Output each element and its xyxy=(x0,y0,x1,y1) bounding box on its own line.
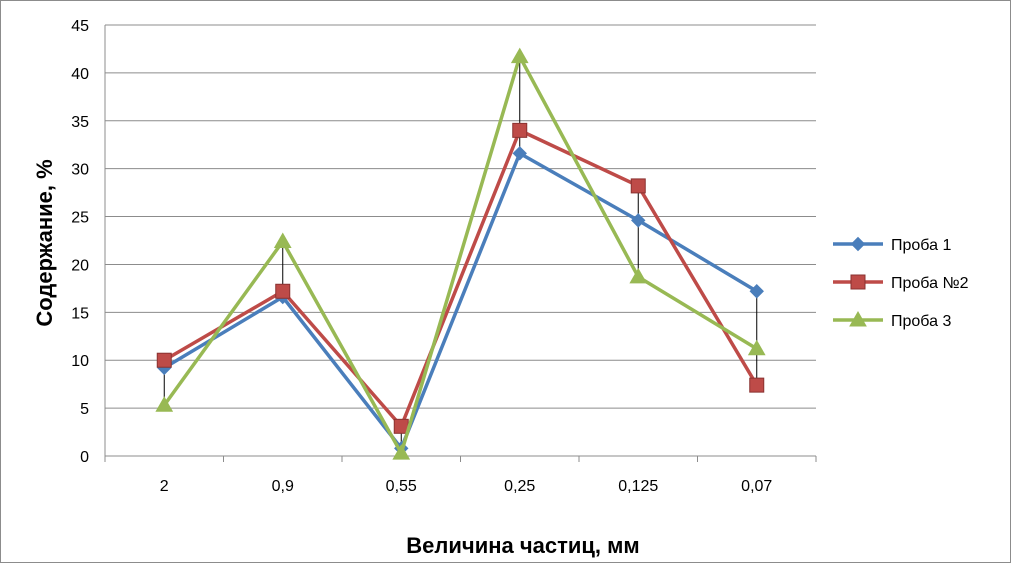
legend-entry: Проба №2 xyxy=(833,274,969,292)
y-axis-title: Содержание, % xyxy=(32,159,57,326)
y-tick-label: 35 xyxy=(71,114,89,131)
legend-marker xyxy=(850,236,866,252)
y-tick-label: 45 xyxy=(71,18,89,35)
legend-entry: Проба 3 xyxy=(833,310,951,330)
y-tick-label: 40 xyxy=(71,66,89,83)
y-tick-label: 30 xyxy=(71,162,89,179)
data-point xyxy=(749,284,764,299)
y-tick-label: 10 xyxy=(71,353,89,370)
x-tick-label: 2 xyxy=(160,478,169,495)
data-point xyxy=(630,178,646,194)
x-tick-label: 0,25 xyxy=(504,478,535,495)
data-point xyxy=(155,396,174,412)
legend-label: Проба 1 xyxy=(891,237,951,254)
legend-marker xyxy=(849,310,867,327)
series-2 xyxy=(156,122,765,434)
data-point xyxy=(392,444,411,460)
data-point xyxy=(156,352,172,368)
legend-entry: Проба 1 xyxy=(833,236,951,254)
legend-marker xyxy=(850,274,866,290)
data-point xyxy=(631,213,646,228)
data-point xyxy=(749,377,765,393)
data-point xyxy=(275,283,291,299)
series-line xyxy=(162,54,758,455)
y-tick-label: 0 xyxy=(80,449,89,466)
data-point xyxy=(629,267,648,284)
legend: Проба 1 Проба №2 Проба 3 xyxy=(833,236,969,330)
series-line xyxy=(163,151,758,451)
series-3 xyxy=(155,47,766,460)
series-group xyxy=(155,47,766,460)
y-tick-label: 20 xyxy=(71,257,89,274)
x-tick-label: 0,125 xyxy=(618,478,658,495)
x-tick-label: 0,07 xyxy=(741,478,772,495)
legend-label: Проба 3 xyxy=(891,313,951,330)
y-tick-label: 25 xyxy=(71,210,89,227)
series-1 xyxy=(157,146,764,456)
data-point xyxy=(512,146,527,161)
x-tick-label: 0,55 xyxy=(386,478,417,495)
y-tick-label: 5 xyxy=(80,401,89,418)
x-axis-title: Величина частиц, мм xyxy=(406,533,639,558)
series-line xyxy=(163,128,759,429)
y-tick-labels: 0 5 10 15 20 25 30 35 40 45 xyxy=(71,18,89,466)
data-point xyxy=(273,232,292,248)
data-point xyxy=(510,47,529,64)
data-point xyxy=(747,339,766,356)
x-tick-labels: 2 0,9 0,55 0,25 0,125 0,07 xyxy=(160,478,773,495)
data-point xyxy=(512,122,528,138)
x-tick-label: 0,9 xyxy=(272,478,294,495)
y-tick-label: 15 xyxy=(71,305,89,322)
legend-label: Проба №2 xyxy=(891,275,969,292)
gridlines xyxy=(104,24,817,462)
